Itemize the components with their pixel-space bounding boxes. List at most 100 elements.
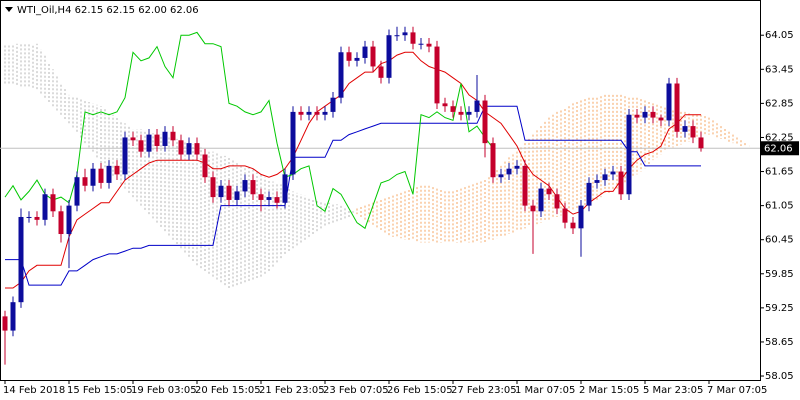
x-tick-label: 1 Mar 07:05 — [515, 385, 575, 396]
candle-body — [290, 111, 296, 175]
candle-body — [666, 83, 672, 121]
candle-body — [626, 114, 632, 195]
candle-body — [106, 165, 112, 183]
indicator-line — [5, 51, 701, 289]
candle-body — [202, 154, 208, 178]
candle-body — [434, 46, 440, 104]
candle-body — [554, 194, 560, 209]
candle-body — [58, 211, 64, 235]
x-tick-label: 23 Feb 07:05 — [323, 385, 389, 396]
x-tick-label: 27 Feb 23:05 — [451, 385, 517, 396]
candle-body — [466, 111, 472, 115]
candle-body — [634, 114, 640, 118]
candle-body — [322, 111, 328, 115]
price-label: 62.06 — [764, 143, 793, 154]
y-tick-label: 62.25 — [765, 132, 794, 143]
candle-body — [10, 302, 16, 331]
plot-frame — [0, 0, 761, 381]
x-tick-label: 5 Mar 23:05 — [643, 385, 703, 396]
candle-body — [274, 197, 280, 203]
candle-body — [330, 97, 336, 112]
candle-body — [562, 208, 568, 223]
x-tick-label: 19 Feb 03:05 — [131, 385, 197, 396]
y-tick-label: 59.25 — [765, 303, 794, 314]
y-tick-label: 58.05 — [765, 371, 794, 382]
candle-body — [674, 83, 680, 132]
candle-body — [226, 185, 232, 200]
candle-body — [90, 168, 96, 186]
candle-body — [546, 188, 552, 195]
x-tick-label: 14 Feb 2018 — [3, 385, 65, 396]
y-tick-label: 58.65 — [765, 337, 794, 348]
candle-body — [442, 103, 448, 107]
candle-body — [578, 205, 584, 229]
y-tick-label: 63.45 — [765, 64, 794, 75]
candle-body — [394, 35, 400, 37]
candle-body — [594, 180, 600, 183]
candle-body — [258, 194, 264, 200]
candle-body — [498, 174, 504, 178]
candle-body — [386, 35, 392, 78]
candle-body — [482, 100, 488, 144]
candle-body — [218, 185, 224, 198]
candle-body — [426, 43, 432, 47]
candle-body — [82, 177, 88, 186]
price-label-box — [761, 141, 799, 156]
candle-body — [186, 143, 192, 155]
candle-body — [570, 222, 576, 229]
candle-body — [266, 197, 272, 200]
candle-body — [418, 43, 424, 45]
candle-body — [34, 216, 40, 220]
candle-body — [410, 32, 416, 44]
indicator-line — [4, 31, 494, 230]
candle-body — [314, 111, 320, 115]
candle-body — [2, 316, 8, 331]
candle-body — [506, 168, 512, 175]
candle-body — [154, 134, 160, 146]
candle-body — [490, 143, 496, 178]
candle-body — [194, 143, 200, 155]
candle-body — [66, 205, 72, 235]
candle-body — [282, 174, 288, 203]
candle-body — [298, 111, 304, 115]
candle-body — [234, 191, 240, 200]
chart-title: WTI_Oil,H4 62.15 62.15 62.00 62.06 — [17, 5, 199, 16]
candle-body — [354, 57, 360, 61]
x-tick-label: 20 Feb 15:05 — [195, 385, 261, 396]
candle-body — [586, 182, 592, 206]
x-tick-label: 2 Mar 15:05 — [579, 385, 639, 396]
candle-body — [18, 216, 24, 303]
candle-body — [402, 32, 408, 36]
candle-body — [690, 126, 696, 138]
y-tick-label: 62.85 — [765, 98, 794, 109]
candle-body — [538, 188, 544, 212]
candle-body — [338, 52, 344, 98]
candle-body — [514, 165, 520, 169]
candle-body — [474, 100, 480, 112]
candle-body — [122, 137, 128, 175]
candle-body — [458, 111, 464, 115]
indicator-line — [5, 105, 701, 286]
candle-body — [370, 46, 376, 67]
candle-body — [178, 140, 184, 155]
y-tick-label: 61.65 — [765, 167, 794, 178]
candle-body — [362, 46, 368, 58]
candle-body — [146, 134, 152, 152]
candle-body — [378, 66, 384, 78]
candle-body — [162, 131, 168, 146]
candle-body — [50, 194, 56, 212]
candle-body — [138, 140, 144, 152]
candle-body — [26, 216, 32, 218]
menu-icon — [5, 7, 13, 12]
candle-body — [618, 171, 624, 195]
candle-body — [658, 117, 664, 121]
candle-body — [610, 171, 616, 175]
candle-body — [522, 165, 528, 206]
candle-body — [698, 137, 704, 149]
candle-body — [650, 111, 656, 118]
x-tick-label: 26 Feb 15:05 — [387, 385, 453, 396]
candle-body — [250, 180, 256, 195]
x-tick-label: 7 Mar 07:05 — [707, 385, 767, 396]
candle-body — [42, 194, 48, 220]
